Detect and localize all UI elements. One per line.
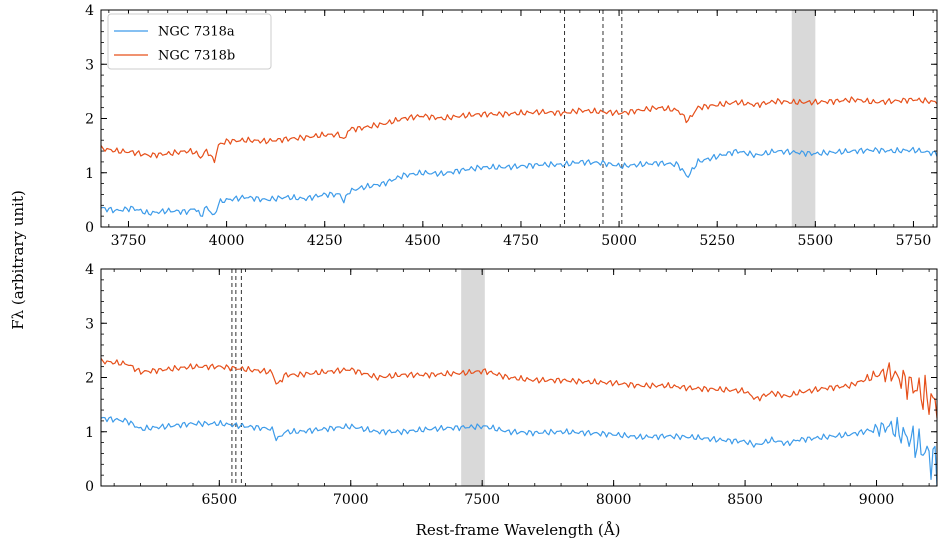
y-tick-label-bottom-1: 1 [85,425,94,441]
y-tick-label-bottom-4: 4 [85,262,94,278]
x-tick-label-bottom-2: 7500 [464,492,500,508]
legend-label-ngc7318b: NGC 7318b [158,49,235,64]
x-tick-label-top-5: 5000 [601,233,637,249]
x-tick-label-top-2: 4250 [307,233,343,249]
x-axis-label: Rest-frame Wavelength (Å) [416,521,621,539]
y-tick-label-bottom-0: 0 [85,479,94,495]
masked-band-top-0 [791,10,816,227]
x-tick-label-top-4: 4750 [503,233,539,249]
y-axis-label: Fλ (arbitrary unit) [9,190,27,330]
y-tick-label-top-2: 2 [85,112,94,128]
x-tick-label-top-0: 3750 [111,233,147,249]
bottom-panel: 6500 7000 7500 8000 8500 9000 0 1 2 3 4 [85,262,938,508]
legend-frame [107,13,272,70]
series-ngc7318b-top [100,96,938,164]
y-tick-label-top-4: 4 [85,3,94,19]
masked-band-bottom-0 [461,269,485,486]
plot-frame-bottom [100,268,938,487]
x-tick-label-bottom-4: 8500 [727,492,763,508]
x-tick-label-bottom-0: 6500 [201,492,237,508]
x-tick-label-top-8: 5750 [896,233,932,249]
y-tick-label-top-1: 1 [85,166,94,182]
x-tick-label-bottom-3: 8000 [596,492,632,508]
x-tick-label-top-6: 5250 [699,233,735,249]
x-tick-label-top-7: 5500 [798,233,834,249]
legend-label-ngc7318a: NGC 7318a [158,25,235,40]
series-ngc7318b-bottom [100,358,938,419]
y-tick-label-bottom-3: 3 [85,316,94,332]
x-tick-label-bottom-1: 7000 [333,492,369,508]
y-tick-label-top-0: 0 [85,220,94,236]
series-ngc7318a-top [100,146,938,217]
x-tick-label-top-3: 4500 [405,233,441,249]
x-tick-label-bottom-5: 9000 [859,492,895,508]
y-tick-label-top-3: 3 [85,57,94,73]
x-tick-label-top-1: 4000 [209,233,245,249]
series-ngc7318a-bottom [100,416,938,487]
top-panel: 3750 4000 4250 4500 4750 5000 5250 5500 5750 0 1 2 3… [85,3,938,249]
legend: NGC 7318a NGC 7318b [107,13,272,70]
y-tick-label-bottom-2: 2 [85,371,94,387]
